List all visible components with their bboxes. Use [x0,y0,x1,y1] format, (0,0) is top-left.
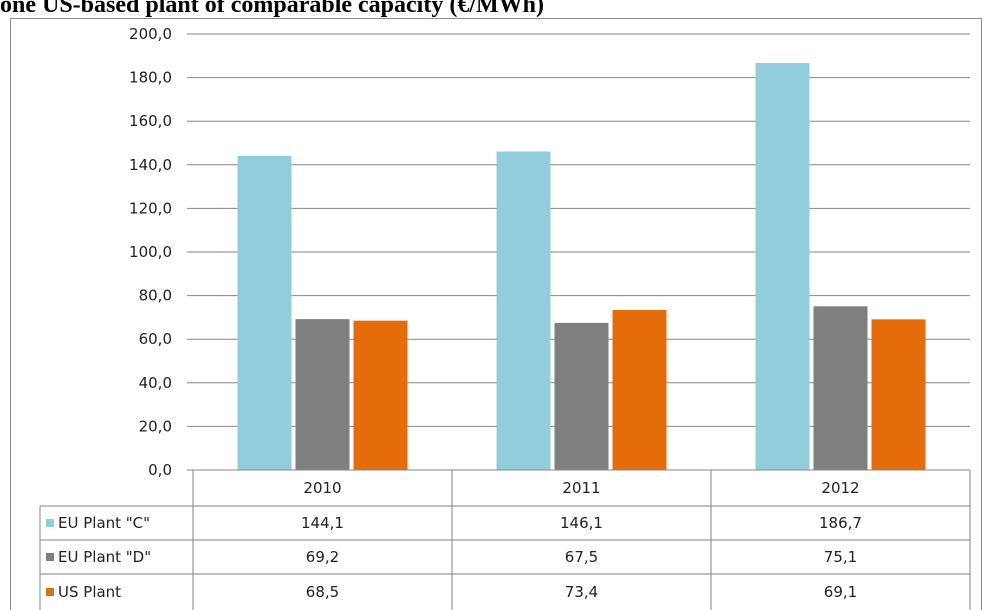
legend-entry: EU Plant "D" [58,548,151,566]
x-category-label: 2012 [821,479,859,497]
y-tick-label: 100,0 [129,243,172,261]
y-tick-label: 200,0 [129,25,172,43]
legend-swatch [46,553,54,561]
data-value-label: 144,1 [301,514,344,532]
bar-2010-2 [353,320,408,470]
data-value-label: 146,1 [560,514,603,532]
legend-entry: EU Plant "C" [58,514,150,532]
bar-2012-0 [755,62,810,471]
chart-title: one US-based plant of comparable capacit… [0,0,544,18]
y-axis: 0,0 20,0 40,0 60,0 80,0 100,0 120,0 140,0 160,0 1… [129,25,172,479]
data-value-label: 69,1 [824,583,857,601]
bar-2011-0 [496,151,551,470]
data-value-label: 69,2 [306,548,339,566]
bar-2012-1 [813,306,868,470]
y-tick-label: 60,0 [139,330,172,348]
y-tick-label: 20,0 [139,417,172,435]
data-value-label: 73,4 [565,583,598,601]
x-category-label: 2011 [562,479,600,497]
chart-frame [10,18,982,610]
data-value-label: 67,5 [565,548,598,566]
data-value-label: 75,1 [824,548,857,566]
y-tick-label: 160,0 [129,112,172,130]
bar-2010-0 [237,155,292,470]
bar-2010-1 [295,319,350,470]
y-tick-label: 0,0 [148,461,172,479]
legend-swatch [46,588,54,596]
legend-swatch [46,519,54,527]
x-category-label: 2010 [303,479,341,497]
bar-2011-2 [612,309,667,470]
y-tick-label: 40,0 [139,374,172,392]
y-tick-label: 80,0 [139,287,172,305]
data-table: 2010 2011 2012 EU Plant "C" 144,1 146,1 186,7 E… [39,469,971,610]
y-tick-label: 120,0 [129,199,172,217]
bars [237,62,926,471]
data-value-label: 68,5 [306,583,339,601]
bar-2011-1 [554,322,609,470]
data-value-label: 186,7 [819,514,862,532]
legend-entry: US Plant [58,583,121,601]
bar-2012-2 [871,319,926,470]
y-tick-label: 140,0 [129,156,172,174]
y-tick-label: 180,0 [129,69,172,87]
